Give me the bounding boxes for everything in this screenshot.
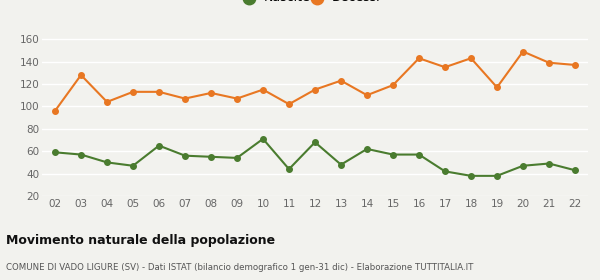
Nascite [442, 170, 449, 173]
Nascite [415, 153, 422, 156]
Decessi [389, 83, 397, 87]
Nascite [181, 154, 188, 157]
Nascite [571, 169, 578, 172]
Decessi [286, 102, 293, 106]
Nascite [520, 164, 527, 167]
Decessi [467, 57, 475, 60]
Decessi [311, 88, 319, 91]
Nascite [337, 163, 344, 166]
Decessi [337, 79, 344, 82]
Decessi [130, 90, 137, 94]
Decessi [364, 94, 371, 97]
Nascite [208, 155, 215, 158]
Nascite [545, 162, 553, 165]
Decessi [52, 109, 59, 113]
Nascite [130, 164, 137, 167]
Decessi [181, 97, 188, 100]
Decessi [155, 90, 163, 94]
Decessi [103, 100, 110, 104]
Text: Movimento naturale della popolazione: Movimento naturale della popolazione [6, 234, 275, 247]
Nascite [493, 174, 500, 178]
Nascite [389, 153, 397, 156]
Nascite [155, 144, 163, 147]
Decessi [233, 97, 241, 100]
Decessi [415, 57, 422, 60]
Nascite [364, 147, 371, 151]
Decessi [545, 61, 553, 64]
Decessi [520, 50, 527, 53]
Decessi [571, 63, 578, 67]
Decessi [493, 86, 500, 89]
Nascite [286, 167, 293, 171]
Line: Nascite: Nascite [52, 136, 578, 179]
Nascite [311, 141, 319, 144]
Nascite [467, 174, 475, 178]
Decessi [442, 66, 449, 69]
Line: Decessi: Decessi [52, 49, 578, 114]
Text: COMUNE DI VADO LIGURE (SV) - Dati ISTAT (bilancio demografico 1 gen-31 dic) - El: COMUNE DI VADO LIGURE (SV) - Dati ISTAT … [6, 263, 473, 272]
Nascite [103, 161, 110, 164]
Nascite [259, 137, 266, 141]
Nascite [52, 151, 59, 154]
Decessi [77, 73, 85, 77]
Legend: Nascite, Decessi: Nascite, Decessi [249, 0, 381, 4]
Decessi [208, 91, 215, 95]
Nascite [77, 153, 85, 156]
Nascite [233, 156, 241, 160]
Decessi [259, 88, 266, 91]
